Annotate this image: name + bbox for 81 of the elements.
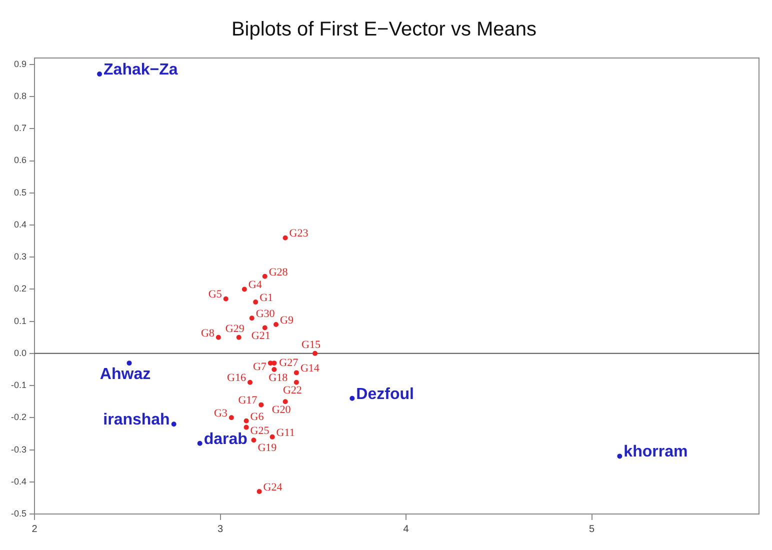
y-tick-label: 0.0 bbox=[14, 348, 27, 358]
point bbox=[270, 434, 275, 440]
point bbox=[228, 415, 234, 420]
data-label: G23 bbox=[289, 228, 309, 240]
y-tick-label: 0.7 bbox=[14, 123, 27, 134]
data-label: G17 bbox=[238, 394, 258, 407]
y-tick-label: 0.3 bbox=[14, 252, 27, 262]
data-label: khorram bbox=[624, 444, 688, 461]
point bbox=[258, 402, 264, 408]
y-tick-label: 0.1 bbox=[14, 316, 27, 326]
data-label: G8 bbox=[200, 327, 215, 340]
data-label: G30 bbox=[256, 308, 276, 320]
y-tick-label: -0.2 bbox=[10, 412, 27, 422]
data-label: G4 bbox=[248, 279, 262, 292]
y-tick-label: -0.4 bbox=[10, 476, 27, 486]
point bbox=[251, 438, 256, 443]
data-label: G15 bbox=[302, 338, 321, 351]
data-label: G22 bbox=[282, 384, 302, 397]
point bbox=[617, 454, 622, 459]
y-tick-label: 0.5 bbox=[14, 187, 27, 198]
point bbox=[272, 366, 277, 372]
y-tick-label: -0.3 bbox=[10, 444, 27, 454]
data-label: G25 bbox=[250, 425, 270, 438]
data-label: G7 bbox=[252, 360, 267, 373]
data-label: G18 bbox=[268, 372, 288, 384]
data-label: G5 bbox=[208, 288, 222, 301]
point bbox=[350, 396, 355, 401]
point bbox=[294, 370, 299, 376]
chart-title: Biplots of First E−Vector vs Means bbox=[231, 18, 537, 41]
point bbox=[294, 380, 299, 385]
point bbox=[97, 72, 102, 77]
point bbox=[253, 300, 258, 305]
point bbox=[262, 274, 268, 279]
data-label: G28 bbox=[268, 266, 288, 278]
data-label: G11 bbox=[276, 426, 295, 439]
x-tick-label: 5 bbox=[589, 524, 596, 535]
point bbox=[312, 350, 318, 356]
point bbox=[272, 360, 277, 366]
point bbox=[244, 424, 249, 430]
data-label: G6 bbox=[250, 410, 264, 423]
data-label: G21 bbox=[251, 330, 270, 342]
data-label: G3 bbox=[214, 408, 228, 420]
y-tick-label: 0.6 bbox=[14, 155, 27, 166]
data-label: G27 bbox=[279, 356, 299, 369]
y-tick-label: 0.8 bbox=[14, 91, 27, 102]
data-label: G14 bbox=[300, 362, 320, 375]
y-tick-label: -0.1 bbox=[10, 380, 27, 390]
point bbox=[197, 440, 202, 446]
data-label: Dezfoul bbox=[356, 386, 414, 403]
data-label: G24 bbox=[263, 481, 283, 494]
point bbox=[216, 334, 221, 340]
data-label: G19 bbox=[258, 442, 278, 454]
data-label: G16 bbox=[227, 372, 246, 384]
point bbox=[282, 399, 288, 404]
point bbox=[244, 418, 249, 424]
y-tick-label: 0.9 bbox=[14, 58, 27, 69]
point bbox=[248, 380, 252, 385]
data-label: Zahak−Za bbox=[104, 61, 178, 78]
x-tick-label: 2 bbox=[32, 524, 38, 535]
x-tick-label: 4 bbox=[403, 524, 410, 535]
data-label: Ahwaz bbox=[100, 366, 151, 383]
data-label: darab bbox=[204, 430, 248, 448]
point bbox=[126, 360, 132, 366]
point bbox=[223, 296, 228, 302]
data-label: G9 bbox=[280, 314, 294, 326]
point bbox=[262, 325, 268, 330]
y-tick-label: 0.2 bbox=[14, 284, 27, 294]
point bbox=[274, 322, 279, 328]
x-tick-label: 3 bbox=[217, 524, 224, 535]
data-label: iranshah bbox=[103, 411, 170, 428]
y-tick-label: 0.4 bbox=[14, 219, 27, 230]
data-label: G1 bbox=[260, 292, 274, 304]
data-label: G29 bbox=[225, 322, 245, 335]
point bbox=[282, 235, 288, 240]
point bbox=[249, 316, 254, 321]
point bbox=[242, 286, 247, 292]
y-tick-label: -0.5 bbox=[10, 508, 27, 518]
point bbox=[236, 334, 242, 340]
data-label: G20 bbox=[272, 404, 292, 416]
point bbox=[256, 489, 262, 494]
point bbox=[171, 422, 176, 427]
